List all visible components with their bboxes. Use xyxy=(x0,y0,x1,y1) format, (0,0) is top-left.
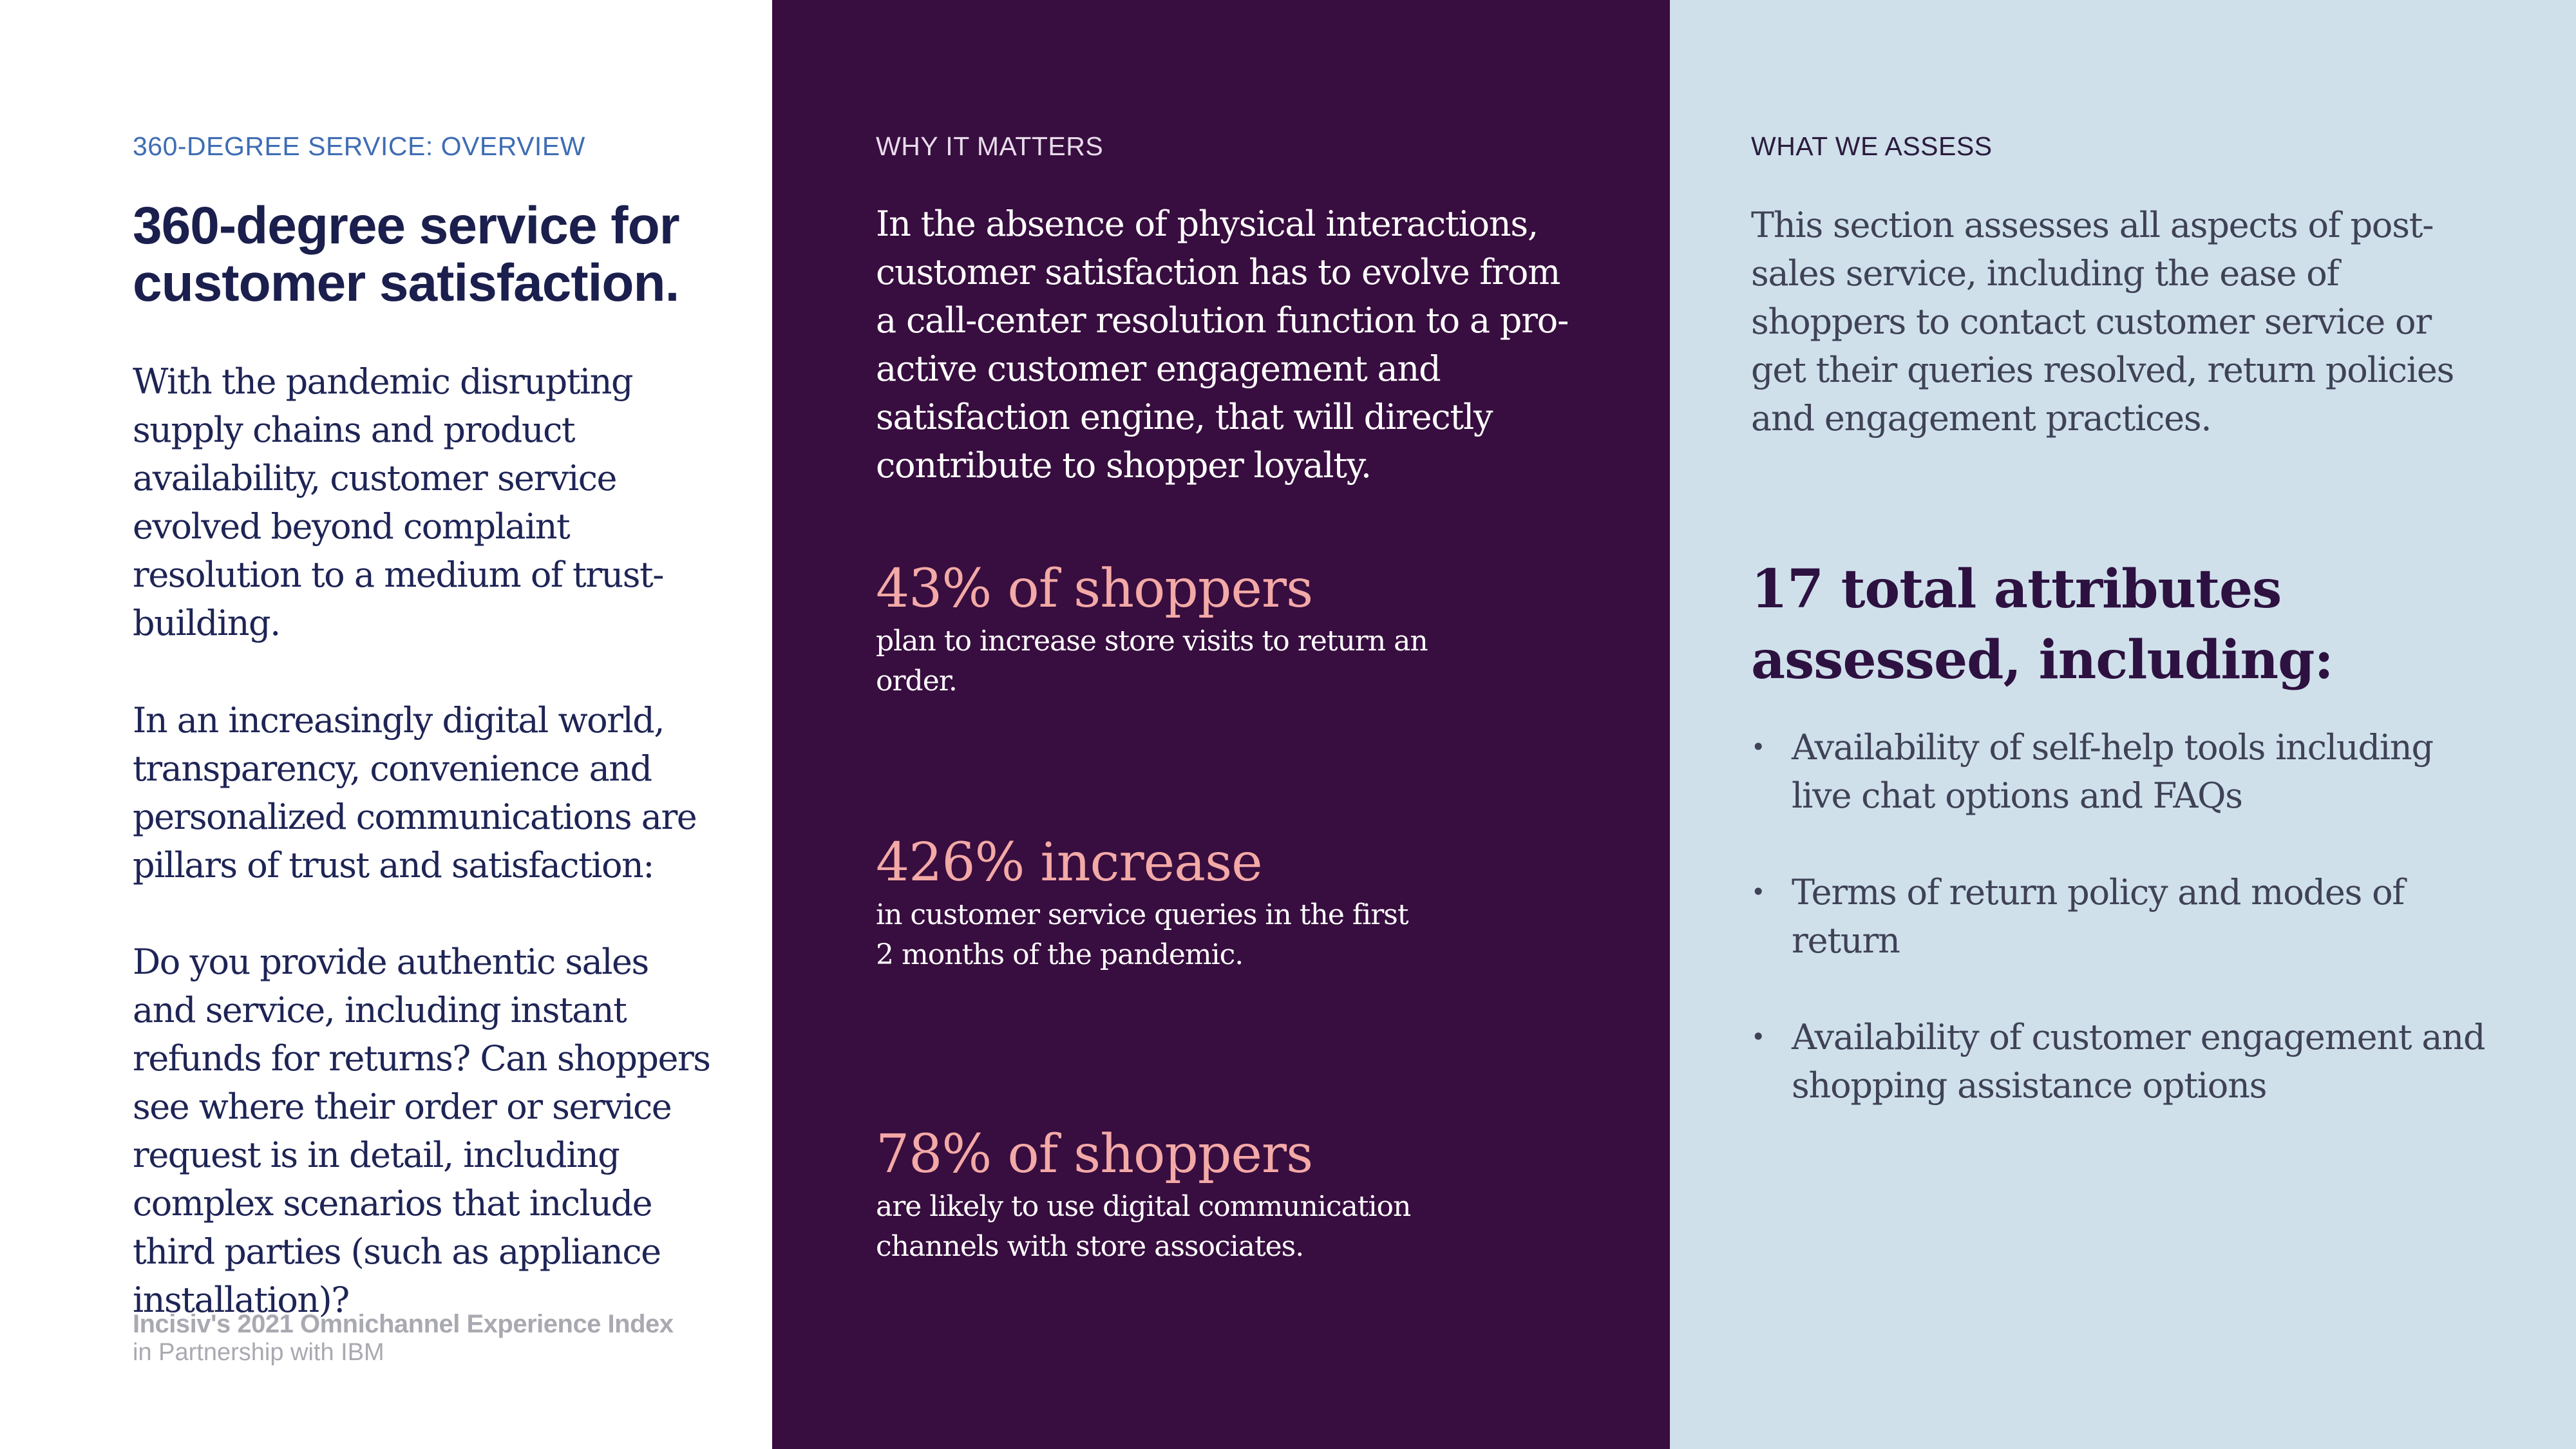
page-title: 360-degree service for customer satisfac… xyxy=(133,196,680,312)
bullet-icon: • xyxy=(1751,733,1765,761)
what-we-assess-eyebrow: WHAT WE ASSESS xyxy=(1751,131,1993,161)
list-item: • Terms of return policy and modes of re… xyxy=(1751,868,2498,965)
stat-block: 78% of shoppers are likely to use digita… xyxy=(876,1122,1430,1267)
attributes-list: • Availability of self-help tools includ… xyxy=(1751,723,2498,1158)
bullet-icon: • xyxy=(1751,878,1765,906)
overview-eyebrow: 360-DEGREE SERVICE: OVERVIEW xyxy=(133,131,585,161)
stat-description: in customer service queries in the first… xyxy=(876,898,1409,971)
what-we-assess-intro: This section assesses all aspects of pos… xyxy=(1751,205,2454,439)
footer-report-name: Incisiv's 2021 Omnichannel Experience In… xyxy=(133,1310,674,1338)
stat-value: 43% of shoppers xyxy=(876,558,1313,620)
why-it-matters-eyebrow: WHY IT MATTERS xyxy=(876,131,1104,161)
stat-description: plan to increase store visits to return … xyxy=(876,625,1428,697)
overview-paragraph-1: With the pandemic disrupting supply chai… xyxy=(133,361,664,643)
stat-block: 426% increase in customer service querie… xyxy=(876,831,1430,975)
list-item-text: Terms of return policy and modes of retu… xyxy=(1792,872,2405,961)
attributes-heading: 17 total attributes assessed, including: xyxy=(1751,558,2334,691)
stat-value: 426% increase xyxy=(876,832,1263,893)
overview-column: 360-DEGREE SERVICE: OVERVIEW 360-degree … xyxy=(0,0,772,1449)
why-it-matters-intro: In the absence of physical interactions,… xyxy=(876,204,1569,486)
overview-paragraph-2: In an increasingly digital world, transp… xyxy=(133,700,697,886)
list-item: • Availability of customer engagement an… xyxy=(1751,1013,2498,1110)
footer-partnership: in Partnership with IBM xyxy=(133,1339,384,1366)
why-it-matters-column: WHY IT MATTERS In the absence of physica… xyxy=(772,0,1670,1449)
stat-value: 78% of shoppers xyxy=(876,1124,1313,1185)
list-item: • Availability of self-help tools includ… xyxy=(1751,723,2498,820)
list-item-text: Availability of self-help tools includin… xyxy=(1792,727,2434,816)
bullet-icon: • xyxy=(1751,1023,1765,1051)
source-footer: Incisiv's 2021 Omnichannel Experience In… xyxy=(133,1309,674,1366)
stat-block: 43% of shoppers plan to increase store v… xyxy=(876,557,1430,701)
list-item-text: Availability of customer engagement and … xyxy=(1792,1017,2486,1106)
stat-description: are likely to use digital communication … xyxy=(876,1190,1411,1263)
what-we-assess-column: WHAT WE ASSESS This section assesses all… xyxy=(1670,0,2576,1449)
overview-paragraph-3: Do you provide authentic sales and servi… xyxy=(133,942,711,1320)
